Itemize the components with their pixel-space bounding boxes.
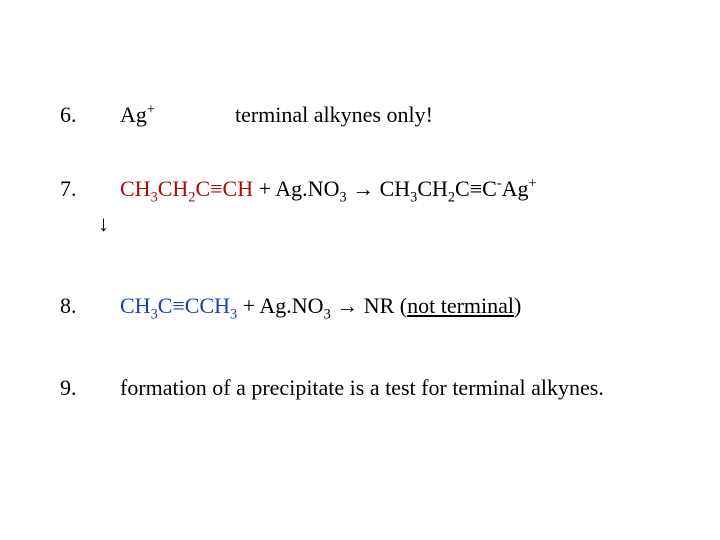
- item-number: 8.: [60, 291, 120, 321]
- item-content: Ag+ terminal alkynes only!: [120, 100, 660, 130]
- item-8: 8. CH3C≡CCH3 + Ag.NO3 → NR (not terminal…: [60, 291, 660, 321]
- item-number: 9.: [60, 373, 120, 403]
- note-text: terminal alkynes only!: [235, 102, 433, 127]
- reagent: Ag+: [120, 100, 155, 130]
- item-9: 9. formation of a precipitate is a test …: [60, 373, 660, 403]
- item-6: 6. Ag+ terminal alkynes only!: [60, 100, 660, 130]
- equation: CH3C≡CCH3 + Ag.NO3 → NR (not terminal): [120, 291, 660, 321]
- down-arrow-icon: ↓: [98, 209, 660, 239]
- item-number: 7.: [60, 174, 120, 204]
- item-number: 6.: [60, 100, 120, 130]
- item-content: CH3CH2C≡CH + Ag.NO3 → CH3CH2C≡C-Ag+ ↓: [120, 174, 660, 239]
- conclusion-text: formation of a precipitate is a test for…: [120, 373, 660, 403]
- equation: CH3CH2C≡CH + Ag.NO3 → CH3CH2C≡C-Ag+: [120, 174, 660, 204]
- item-7: 7. CH3CH2C≡CH + Ag.NO3 → CH3CH2C≡C-Ag+ ↓: [60, 174, 660, 239]
- item-content: CH3C≡CCH3 + Ag.NO3 → NR (not terminal): [120, 291, 660, 321]
- slide: 6. Ag+ terminal alkynes only! 7. CH3CH2C≡…: [0, 0, 720, 540]
